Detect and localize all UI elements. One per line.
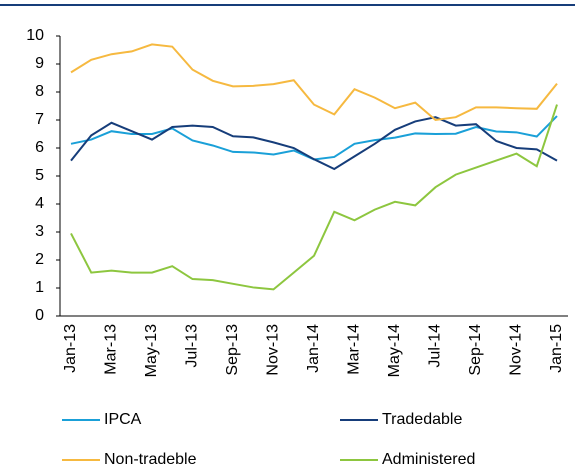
- legend-label: Tradedable: [382, 411, 462, 428]
- y-tick-label: 6: [35, 139, 44, 156]
- x-tick-label: Mar-14: [346, 324, 363, 375]
- y-tick-label: 5: [35, 167, 44, 184]
- legend-label: Non-tradeble: [104, 451, 197, 468]
- y-tick-label: 3: [35, 223, 44, 240]
- x-tick-label: Nov-14: [508, 324, 525, 376]
- x-tick-label: Jan-14: [305, 324, 322, 373]
- x-tick-label: May-14: [386, 324, 403, 377]
- x-tick-label: Sep-13: [224, 324, 241, 376]
- series-line: [70, 43, 558, 122]
- y-tick-label: 10: [26, 27, 44, 44]
- x-tick-label: Jan-13: [62, 324, 79, 373]
- series-line: [70, 116, 558, 171]
- y-tick-label: 4: [35, 195, 44, 212]
- x-tick-label: May-13: [143, 324, 160, 377]
- x-tick-label: Jul-14: [427, 324, 444, 368]
- y-tick-label: 7: [35, 111, 44, 128]
- x-tick-label: Jul-13: [184, 324, 201, 368]
- x-tick-label: Nov-13: [265, 324, 282, 376]
- series-line: [70, 115, 558, 161]
- legend-label: Administered: [382, 451, 475, 468]
- y-tick-label: 2: [35, 251, 44, 268]
- y-tick-label: 9: [35, 55, 44, 72]
- x-tick-label: Mar-13: [103, 324, 120, 375]
- y-tick-label: 0: [35, 307, 44, 324]
- x-tick-label: Sep-14: [467, 324, 484, 376]
- series-line: [70, 104, 558, 291]
- legend-label: IPCA: [104, 411, 142, 428]
- x-tick-label: Jan-15: [548, 324, 565, 373]
- y-tick-label: 8: [35, 83, 44, 100]
- y-tick-label: 1: [35, 279, 44, 296]
